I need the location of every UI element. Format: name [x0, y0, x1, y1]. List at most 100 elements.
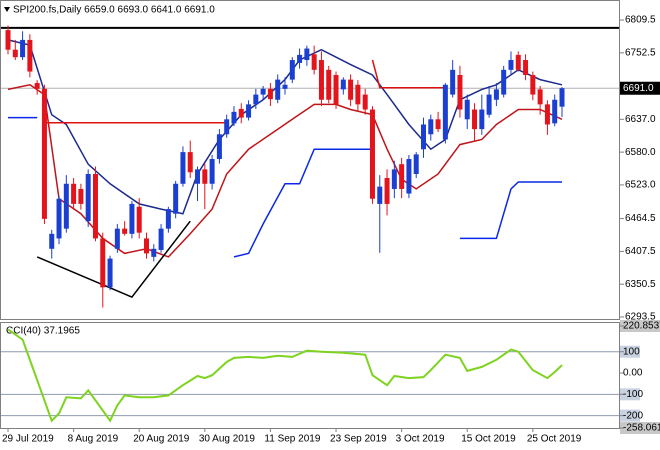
candle-body	[158, 228, 164, 250]
candle-body	[362, 94, 368, 110]
candle-body	[530, 75, 536, 95]
candle-body	[406, 159, 412, 194]
candle-body	[267, 88, 273, 100]
candle-body	[100, 238, 106, 288]
candle-body	[340, 79, 346, 90]
candle-body	[369, 109, 375, 199]
candle-body	[508, 60, 514, 70]
x-tick-label: 15 Oct 2019	[461, 434, 516, 445]
candle-body	[552, 99, 558, 124]
candle-body	[260, 88, 266, 95]
candle-body	[231, 111, 237, 124]
price-box	[620, 81, 660, 95]
candle-body	[413, 154, 419, 174]
candle-body	[333, 75, 339, 105]
level-box	[620, 409, 640, 422]
candle-body	[479, 109, 485, 130]
candle-body	[275, 79, 281, 100]
price-label: 6691.0	[623, 83, 654, 94]
candle-body	[202, 169, 208, 184]
x-tick-label: 20 Aug 2019	[133, 434, 190, 445]
candle-body	[311, 54, 317, 70]
candle-body	[195, 169, 201, 184]
y-tick-label: 6523.0	[625, 180, 656, 191]
candle-body	[85, 173, 91, 222]
y-tick-label: 220.8537	[623, 321, 660, 332]
candle-body	[472, 109, 478, 130]
candle-body	[442, 84, 448, 140]
x-tick-label: 8 Aug 2019	[68, 434, 119, 445]
x-tick-label: 3 Oct 2019	[396, 434, 445, 445]
level-box	[620, 345, 640, 358]
candle-body	[559, 88, 565, 107]
candle-body	[515, 54, 521, 70]
candle-body	[122, 228, 128, 234]
candle-body	[435, 119, 441, 130]
candle-body	[384, 178, 390, 204]
y-tick-label: 6464.5	[625, 213, 656, 224]
main-panel	[0, 0, 620, 320]
y-tick-label: 100	[623, 346, 640, 357]
candle-body	[165, 209, 171, 229]
candle-body	[457, 75, 463, 110]
candle-body	[173, 183, 179, 214]
candle-body	[144, 238, 149, 254]
x-tick-label: 11 Sep 2019	[264, 434, 320, 445]
candle-body	[537, 89, 543, 105]
y-tick-label: -100	[623, 389, 643, 400]
candle-body	[428, 119, 434, 135]
x-tick-label: 25 Oct 2019	[527, 434, 582, 445]
candle-body	[238, 108, 244, 118]
y-tick-label: -258.0618	[623, 423, 660, 434]
candle-body	[114, 228, 120, 249]
candle-body	[151, 248, 157, 257]
candle-body	[355, 84, 361, 105]
candle-body	[304, 48, 310, 61]
candle-body	[209, 159, 215, 184]
chart-title: SPI200.fs,Daily 6659.0 6693.0 6641.0 669…	[13, 5, 215, 16]
y-tick-label: 6580.0	[625, 147, 656, 158]
candle-body	[246, 104, 252, 118]
candle-body	[71, 183, 77, 204]
candle-body	[187, 152, 193, 173]
cci-title: CCI(40) 37.1965	[6, 326, 80, 337]
y-tick-label: -200	[623, 410, 643, 421]
candle-body	[92, 173, 98, 239]
end-box	[620, 422, 660, 434]
indicator-line	[36, 220, 191, 299]
candle-body	[493, 89, 499, 100]
candle-body	[289, 60, 295, 80]
candle-body	[27, 39, 33, 72]
candle-body	[5, 30, 11, 50]
candle-body	[253, 94, 259, 105]
indicator-line	[233, 148, 373, 258]
candle-body	[391, 169, 397, 189]
collapse-icon	[4, 7, 10, 12]
candle-body	[523, 60, 529, 76]
x-tick-label: 29 Jul 2019	[2, 434, 54, 445]
indicator-line	[459, 181, 562, 240]
candle-body	[224, 119, 230, 135]
candle-body	[326, 69, 332, 100]
candle-body	[501, 69, 507, 95]
y-tick-label: 6407.5	[625, 246, 656, 257]
y-tick-label: 6350.5	[625, 279, 656, 290]
y-tick-label: 6752.5	[625, 47, 656, 58]
candle-body	[421, 124, 426, 150]
candle-body	[486, 94, 492, 115]
candle-body	[129, 203, 135, 234]
candle-body	[282, 84, 288, 89]
candle-body	[41, 88, 47, 219]
end-box	[620, 320, 660, 332]
y-tick-label: 6637.0	[625, 114, 656, 125]
candle-body	[450, 69, 456, 95]
x-tick-label: 23 Sep 2019	[330, 434, 387, 445]
y-tick-label: 6809.5	[625, 15, 656, 26]
level-box	[620, 388, 640, 401]
candle-body	[63, 183, 69, 229]
candle-body	[180, 152, 186, 184]
candle-body	[56, 198, 62, 239]
candle-body	[348, 79, 354, 100]
